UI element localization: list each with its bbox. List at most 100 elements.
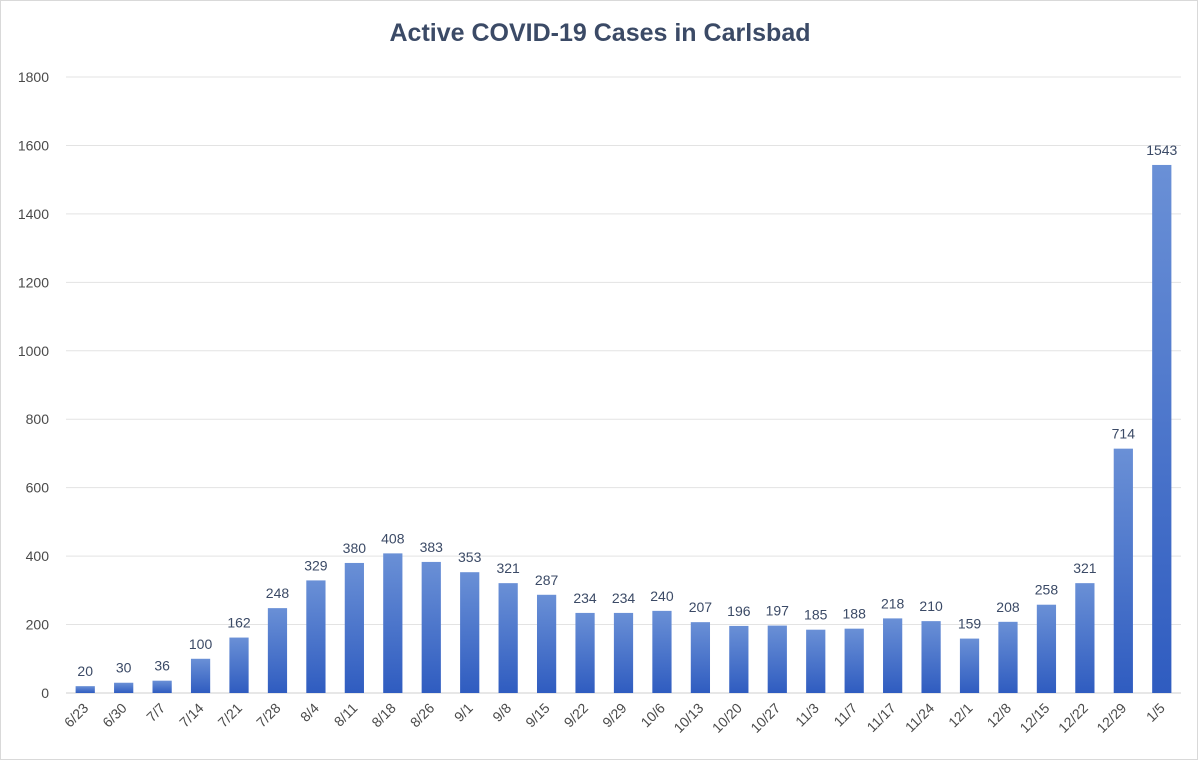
x-tick-label: 6/30 (99, 700, 130, 731)
bar (1113, 448, 1133, 693)
x-tick-label: 10/6 (637, 700, 668, 731)
data-label: 240 (650, 588, 674, 604)
x-tick-label: 12/1 (945, 700, 976, 731)
x-tick-label: 11/17 (863, 700, 899, 736)
data-label: 1543 (1146, 142, 1177, 158)
bar (613, 612, 634, 693)
chart-title: Active COVID-19 Cases in Carlsbad (389, 19, 811, 47)
bar (998, 621, 1018, 693)
data-label: 196 (727, 603, 751, 619)
x-tick-label: 11/24 (902, 700, 938, 736)
data-label: 248 (266, 585, 290, 601)
bar (883, 618, 903, 693)
data-label: 258 (1035, 582, 1059, 598)
y-tick-label: 800 (26, 411, 50, 427)
data-label: 159 (958, 616, 982, 632)
data-label: 287 (535, 572, 559, 588)
data-label: 329 (304, 557, 328, 573)
bar (460, 572, 480, 693)
data-label: 36 (154, 658, 170, 674)
x-tick-label: 10/13 (670, 700, 706, 736)
data-label: 210 (919, 598, 943, 614)
y-tick-label: 1800 (18, 69, 49, 85)
x-tick-label: 12/29 (1093, 700, 1129, 736)
x-tick-label: 8/4 (297, 700, 322, 725)
data-label: 321 (496, 560, 520, 576)
bar (75, 686, 95, 693)
data-label: 162 (227, 615, 251, 631)
y-tick-label: 1200 (18, 274, 49, 290)
x-tick-label: 12/15 (1016, 700, 1052, 736)
x-tick-label: 12/8 (984, 700, 1015, 731)
bar (575, 612, 595, 693)
x-tick-label: 11/7 (830, 700, 860, 730)
bar (844, 628, 864, 693)
bar (267, 608, 288, 693)
x-tick-label: 1/5 (1143, 700, 1168, 725)
bar (1036, 604, 1057, 693)
bar (806, 629, 826, 693)
x-tick-label: 8/18 (368, 700, 399, 731)
y-tick-label: 400 (26, 548, 50, 564)
y-tick-label: 1000 (18, 343, 49, 359)
bar (1075, 583, 1095, 693)
data-label: 197 (766, 603, 790, 619)
data-labels: 20 30 36 100 162 248 329 380 408 383 353 321 287 234 2… (77, 142, 1177, 679)
data-label: 234 (612, 590, 636, 606)
bar (690, 622, 711, 693)
y-tick-label: 0 (41, 685, 49, 701)
data-label: 188 (843, 606, 867, 622)
x-tick-label: 12/22 (1055, 700, 1091, 736)
data-label: 353 (458, 549, 482, 565)
y-tick-label: 200 (26, 617, 50, 633)
bar (383, 553, 403, 693)
x-tick-label: 6/23 (61, 700, 92, 731)
y-tick-label: 600 (26, 480, 50, 496)
x-tick-label: 9/8 (489, 700, 514, 725)
x-tick-label: 11/3 (792, 700, 822, 730)
data-label: 408 (381, 530, 405, 546)
data-label: 383 (420, 539, 444, 555)
data-label: 208 (996, 599, 1020, 615)
bar (152, 680, 172, 693)
bar (959, 638, 980, 693)
bar (498, 583, 518, 693)
x-axis-ticks: 6/23 6/30 7/7 7/14 7/21 7/28 8/4 8/11 8/18 8/26 9/… (61, 700, 1168, 736)
bar (229, 637, 249, 693)
data-label: 207 (689, 599, 713, 615)
y-axis-ticks: 0 200 400 600 800 1000 1200 1400 1600 1800 (18, 69, 49, 701)
bar (767, 625, 787, 693)
data-label: 30 (116, 660, 132, 676)
x-tick-label: 9/1 (451, 700, 476, 725)
x-tick-label: 8/26 (407, 700, 438, 731)
x-tick-label: 8/11 (331, 700, 361, 730)
data-label: 218 (881, 595, 905, 611)
x-tick-label: 7/14 (176, 700, 207, 731)
bar (921, 621, 941, 693)
data-label: 234 (573, 590, 597, 606)
data-label: 100 (189, 636, 213, 652)
bar (344, 562, 364, 693)
bar (190, 658, 211, 693)
data-label: 380 (343, 540, 367, 556)
x-tick-label: 7/7 (143, 700, 168, 725)
bar (1152, 164, 1172, 693)
bars (75, 164, 1172, 693)
bar (114, 682, 134, 693)
data-label: 20 (77, 663, 93, 679)
x-tick-label: 10/20 (709, 700, 745, 736)
bar (306, 580, 326, 693)
x-tick-label: 9/15 (522, 700, 553, 731)
bar (536, 594, 557, 693)
x-tick-label: 7/21 (215, 700, 246, 731)
bar (729, 625, 749, 693)
x-tick-label: 9/29 (599, 700, 630, 731)
data-label: 185 (804, 607, 828, 623)
bar (652, 610, 672, 693)
x-tick-label: 7/28 (253, 700, 284, 731)
data-label: 321 (1073, 560, 1097, 576)
y-tick-label: 1400 (18, 206, 49, 222)
bar (421, 561, 441, 693)
